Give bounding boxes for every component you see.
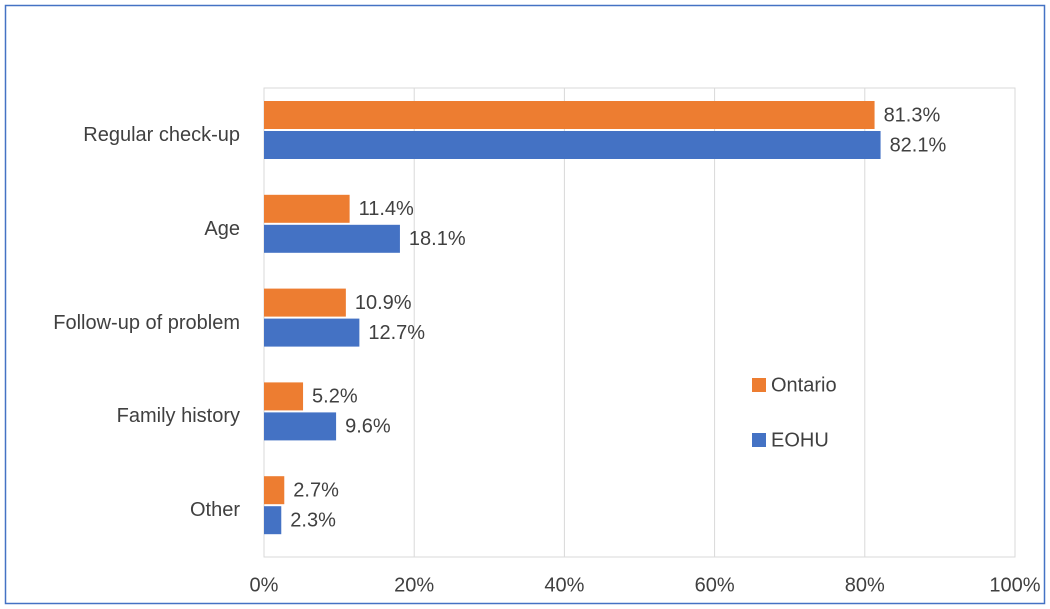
- bar: [264, 131, 881, 159]
- value-label: 11.4%: [359, 198, 414, 220]
- bar: [264, 288, 346, 317]
- category-label: Regular check-up: [83, 123, 240, 146]
- legend-label: Ontario: [771, 374, 837, 396]
- value-label: 82.1%: [890, 134, 947, 156]
- bar: [264, 382, 304, 411]
- value-label: 18.1%: [409, 228, 466, 250]
- bar: [264, 224, 400, 253]
- x-tick-label: 80%: [845, 574, 885, 596]
- x-tick-label: 0%: [250, 574, 279, 596]
- legend-label: EOHU: [771, 429, 829, 451]
- bar: [264, 476, 285, 505]
- bar: [264, 194, 350, 223]
- category-label: Follow-up of problem: [53, 311, 240, 334]
- chart-border: [4, 4, 1046, 605]
- category-label: Other: [189, 499, 240, 522]
- category-label: Age: [204, 217, 240, 240]
- x-tick-label: 20%: [394, 574, 434, 596]
- value-label: 10.9%: [355, 292, 412, 314]
- legend-swatch: [752, 433, 766, 447]
- bar: [264, 318, 360, 347]
- bar: [264, 101, 875, 129]
- legend-swatch: [752, 378, 766, 392]
- value-label: 5.2%: [312, 386, 358, 408]
- value-label: 2.7%: [293, 479, 339, 501]
- value-label: 81.3%: [884, 104, 941, 126]
- x-tick-label: 100%: [989, 574, 1040, 596]
- x-tick-label: 40%: [544, 574, 584, 596]
- bar: [264, 506, 282, 535]
- value-label: 2.3%: [290, 509, 336, 531]
- x-tick-label: 60%: [695, 574, 735, 596]
- value-label: 9.6%: [345, 416, 391, 438]
- bar: [264, 412, 337, 441]
- category-label: Family history: [116, 405, 240, 428]
- value-label: 12.7%: [368, 322, 425, 344]
